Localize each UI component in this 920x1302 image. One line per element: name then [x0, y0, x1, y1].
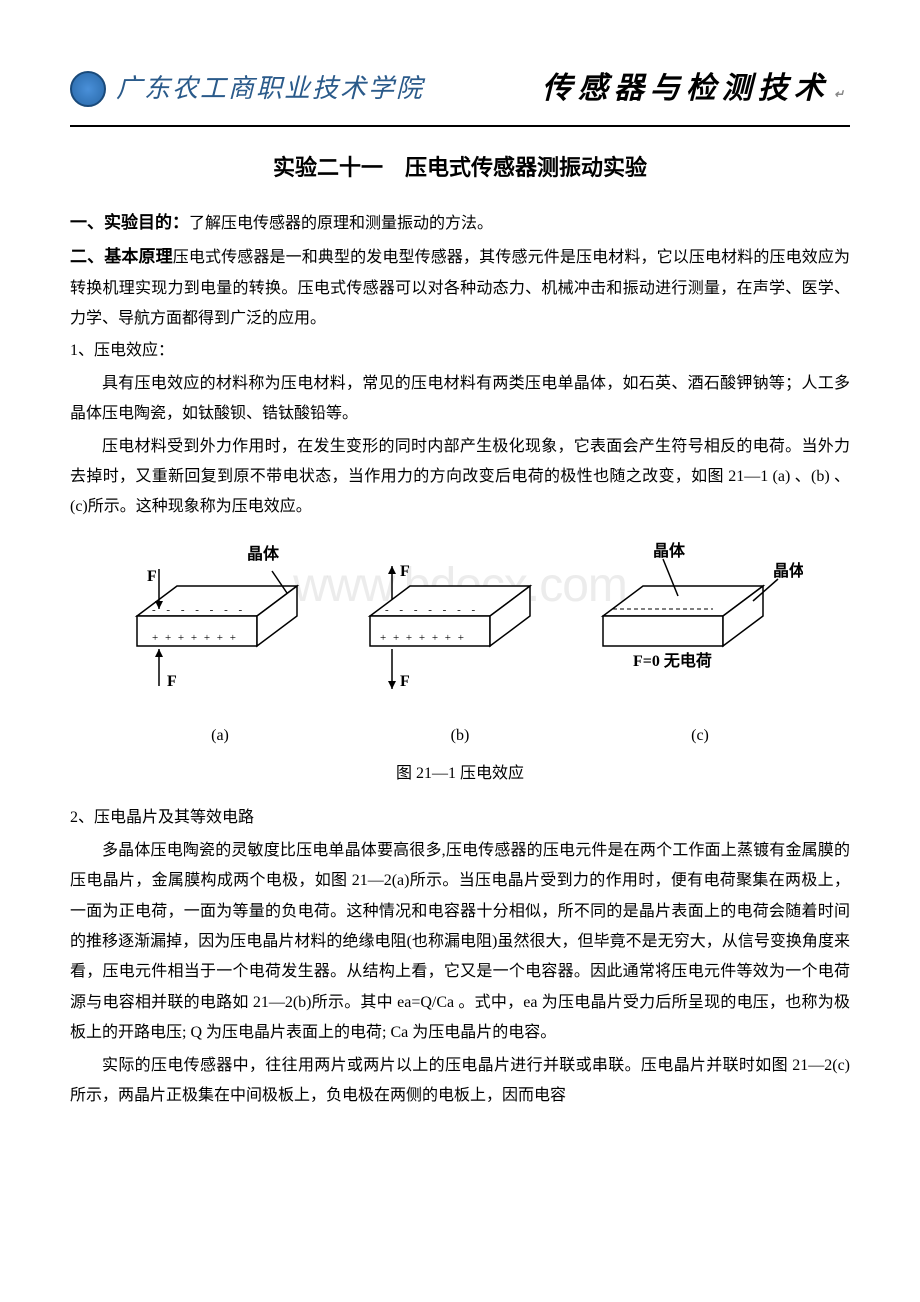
sub2-p2: 实际的压电传感器中，往往用两片或两片以上的压电晶片进行并联或串联。压电晶片并联时… — [70, 1051, 850, 1112]
sub1-p1: 具有压电效应的材料称为压电材料，常见的压电材料有两类压电单晶体，如石英、酒石酸钾… — [70, 369, 850, 430]
diagram-a: 晶体 F - - - - - - - + + + + + + + — [117, 541, 317, 711]
page-header: 广东农工商职业技术学院 传感器与检测技术↵ — [70, 60, 850, 127]
figure-sublabels: (a) (b) (c) — [100, 721, 820, 751]
diagram-c: 晶体 晶体 F=0 无电荷 — [583, 541, 803, 711]
svg-text:+ + + + + + +: + + + + + + + — [380, 632, 466, 644]
sub2-p1: 多晶体压电陶瓷的灵敏度比压电单晶体要高很多,压电传感器的压电元件是在两个工作面上… — [70, 836, 850, 1049]
label-c: (c) — [600, 721, 800, 751]
purpose-section: 一、实验目的：了解压电传感器的原理和测量振动的方法。 — [70, 207, 850, 239]
course-title: 传感器与检测技术↵ — [542, 60, 850, 117]
svg-text:+ + + + + + +: + + + + + + + — [152, 632, 238, 644]
purpose-label: 一、实验目的： — [70, 213, 189, 232]
label-b: (b) — [360, 721, 560, 751]
crystal-label-a: 晶体 — [247, 544, 280, 563]
figure-21-1: 晶体 F - - - - - - - + + + + + + + — [70, 541, 850, 790]
crystal-label-c1: 晶体 — [653, 541, 686, 560]
svg-text:- - - - - - -: - - - - - - - — [385, 604, 479, 616]
principle-section: 二、基本原理压电式传感器是一和典型的发电型传感器，其传感元件是压电材料，它以压电… — [70, 241, 850, 334]
body-text: 一、实验目的：了解压电传感器的原理和测量振动的方法。 二、基本原理压电式传感器是… — [70, 207, 850, 1112]
diagram-b: F - - - - - - - + + + + + + + F — [350, 541, 550, 711]
content: 广东农工商职业技术学院 传感器与检测技术↵ 实验二十一 压电式传感器测振动实验 … — [70, 60, 850, 1111]
institution-name: 广东农工商职业技术学院 — [116, 64, 542, 113]
return-char-icon: ↵ — [834, 87, 850, 101]
svg-text:F=0 无电荷: F=0 无电荷 — [633, 651, 712, 670]
figure-caption: 图 21—1 压电效应 — [70, 759, 850, 789]
institution-logo — [70, 71, 106, 107]
sub1-label: 1、压电效应： — [70, 336, 850, 366]
crystal-label-c2: 晶体 — [773, 561, 803, 580]
svg-text:F: F — [400, 673, 410, 690]
sub1-p2: 压电材料受到外力作用时，在发生变形的同时内部产生极化现象，它表面会产生符号相反的… — [70, 432, 850, 523]
svg-text:F: F — [147, 568, 157, 585]
sub2-label: 2、压电晶片及其等效电路 — [70, 803, 850, 833]
label-a: (a) — [120, 721, 320, 751]
experiment-title: 实验二十一 压电式传感器测振动实验 — [70, 147, 850, 189]
purpose-text: 了解压电传感器的原理和测量振动的方法。 — [189, 215, 493, 232]
svg-text:F: F — [167, 673, 177, 690]
svg-text:F: F — [400, 563, 410, 580]
principle-intro: 压电式传感器是一和典型的发电型传感器，其传感元件是压电材料，它以压电材料的压电效… — [70, 249, 850, 327]
principle-label: 二、基本原理 — [70, 247, 173, 266]
svg-text:- - - - - - -: - - - - - - - — [152, 604, 246, 616]
